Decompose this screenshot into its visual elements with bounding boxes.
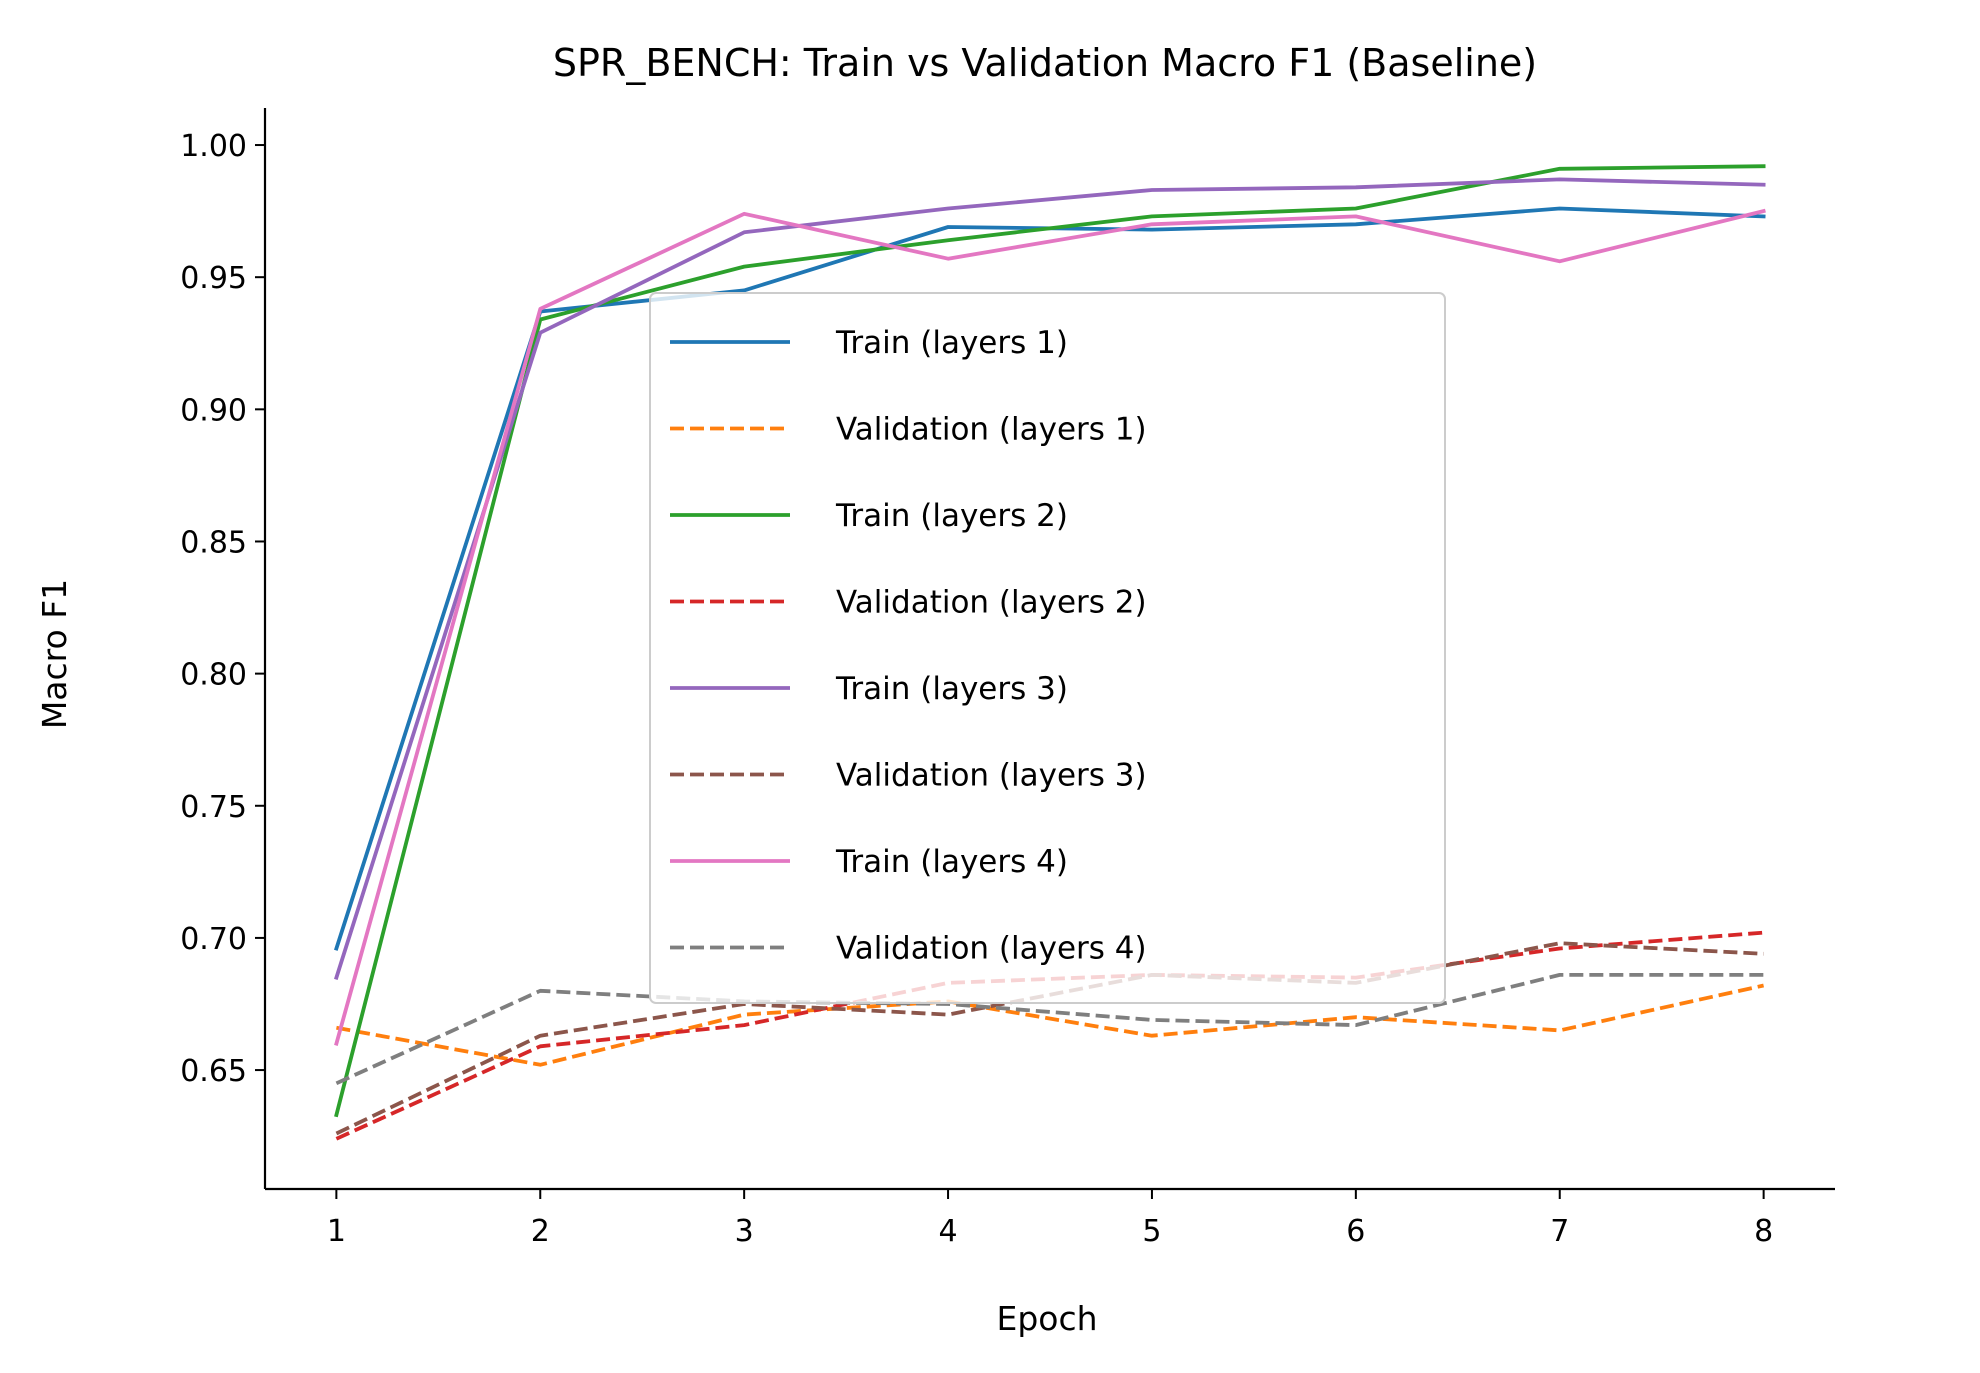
x-tick-label: 4 xyxy=(939,1214,958,1249)
y-tick-label: 0.90 xyxy=(180,393,247,428)
y-tick-label: 0.85 xyxy=(180,525,247,560)
y-tick-label: 0.70 xyxy=(180,922,247,957)
legend-label-3: Train (layers 2) xyxy=(835,498,1068,534)
legend-label-2: Validation (layers 1) xyxy=(836,412,1147,448)
legend-label-6: Validation (layers 3) xyxy=(836,758,1147,794)
x-tick-label: 8 xyxy=(1754,1214,1773,1249)
series-line-7 xyxy=(334,208,1766,1046)
legend: Train (layers 1) Validation (layers 1) Tra… xyxy=(649,292,1446,1004)
chart-title: SPR_BENCH: Train vs Validation Macro F1 … xyxy=(553,41,1537,85)
x-axis-title: Epoch xyxy=(996,1299,1097,1338)
series-line-5 xyxy=(334,177,1766,980)
y-tick-label: 1.00 xyxy=(180,129,247,164)
y-tick-label: 0.65 xyxy=(180,1054,247,1089)
legend-label-5: Train (layers 3) xyxy=(835,671,1068,707)
series-line-3 xyxy=(334,164,1766,1118)
y-tick-label: 0.75 xyxy=(180,790,247,825)
x-tick-label: 2 xyxy=(531,1214,550,1249)
y-tick-label: 0.95 xyxy=(180,261,247,296)
legend-box xyxy=(649,292,1446,1004)
y-axis-title: Macro F1 xyxy=(35,579,74,729)
legend-label-4: Validation (layers 2) xyxy=(836,585,1147,621)
series-line-2 xyxy=(336,983,1765,1067)
x-tick-label: 7 xyxy=(1550,1214,1569,1249)
legend-label-7: Train (layers 4) xyxy=(835,844,1068,880)
legend-label-1: Train (layers 1) xyxy=(835,325,1068,361)
x-tick-label: 5 xyxy=(1142,1214,1161,1249)
x-tick-label: 3 xyxy=(735,1214,754,1249)
legend-label-8: Validation (layers 4) xyxy=(836,931,1147,967)
axes: 1 2 3 4 5 6 7 8 0.65 0.70 0.75 0.80 0.85 0.90 0.95 1.00 xyxy=(180,108,1835,1249)
x-tick-label: 1 xyxy=(327,1214,346,1249)
y-tick-label: 0.80 xyxy=(180,658,247,693)
x-tick-label: 6 xyxy=(1346,1214,1365,1249)
